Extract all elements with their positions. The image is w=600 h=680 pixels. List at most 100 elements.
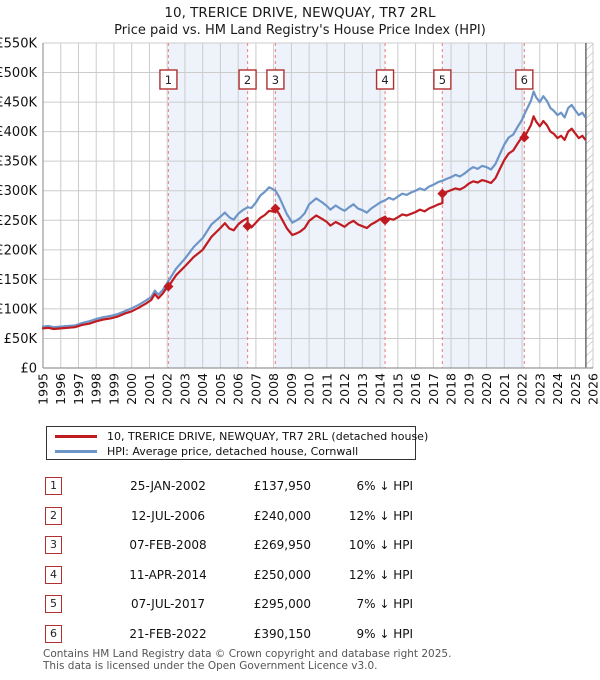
sale-number-badge: 5: [45, 595, 62, 614]
sale-date: 25-JAN-2002: [130, 479, 206, 493]
sale-marker-box: [375, 69, 395, 90]
sale-row: 6 21-FEB-2022 £390,150 9% ↓ HPI: [43, 621, 563, 651]
sale-row: 1 25-JAN-2002 £137,950 6% ↓ HPI: [43, 473, 563, 503]
legend-property-label: 10, TRERICE DRIVE, NEWQUAY, TR7 2RL (det…: [107, 430, 429, 443]
sale-marker-number: 5: [439, 73, 446, 87]
x-axis-label: 2012: [337, 373, 352, 405]
sale-number-badge: 6: [45, 624, 62, 643]
sale-price: £137,950: [253, 479, 311, 493]
x-axis-label: 2010: [302, 373, 317, 405]
sale-number-badge: 3: [45, 536, 62, 555]
x-axis-label: 2021: [497, 373, 512, 405]
property-line-swatch: [55, 435, 97, 438]
legend-hpi-label: HPI: Average price, detached house, Corn…: [107, 445, 359, 458]
x-axis-label: 2005: [213, 373, 228, 405]
price-history-chart: 1 2 3 4 5 6 £0 £50K £100K £150K £200K £250K £300K £35…: [0, 37, 600, 405]
hpi-line: [41, 90, 587, 329]
sale-marker-box: [159, 69, 178, 90]
x-axis-label: 2019: [461, 373, 476, 405]
sale-price: £269,950: [253, 538, 311, 553]
sale-marker-number: 1: [165, 73, 172, 87]
y-axis-label: £300K: [0, 184, 37, 199]
y-axis-label: £550K: [0, 37, 37, 52]
sale-price: £295,000: [253, 597, 311, 612]
sale-row: 5 07-JUL-2017 £295,000 7% ↓ HPI: [43, 591, 563, 621]
x-axis-label: 2016: [408, 373, 423, 405]
sale-marker-number: 2: [244, 73, 251, 87]
sale-marker-dot: [270, 203, 281, 214]
x-axis-label: 2008: [266, 373, 281, 405]
sale-marker-box: [266, 69, 285, 90]
sale-marker-dot: [380, 215, 391, 226]
y-axis-label: £0: [20, 362, 37, 377]
x-axis-label: 2006: [231, 373, 246, 405]
hpi-line-swatch: [55, 450, 97, 453]
sale-row: 4 11-APR-2014 £250,000 12% ↓ HPI: [43, 562, 563, 592]
ownership-band: [275, 43, 386, 368]
license-footer: Contains HM Land Registry data © Crown c…: [43, 648, 452, 672]
sale-marker-dot: [163, 281, 174, 292]
x-axis-label: 2000: [124, 373, 139, 405]
x-axis-label: 2007: [248, 373, 263, 405]
sale-marker-dot: [519, 132, 530, 143]
sale-row: 3 07-FEB-2008 £269,950 10% ↓ HPI: [43, 532, 563, 562]
y-axis-label: £200K: [0, 243, 37, 258]
x-axis-label: 2011: [319, 373, 334, 405]
y-axis-label: £500K: [0, 66, 37, 81]
sale-hpi-difference: 6% ↓ HPI: [356, 479, 413, 493]
sale-hpi-difference: 12% ↓ HPI: [348, 567, 413, 582]
sale-row: 2 12-JUL-2006 £240,000 12% ↓ HPI: [43, 503, 563, 533]
sale-marker-box: [515, 69, 534, 90]
sale-marker-number: 3: [272, 73, 279, 87]
x-axis-label: 2003: [177, 373, 192, 405]
x-axis-label: 2022: [515, 373, 530, 405]
x-axis-label: 2015: [390, 373, 405, 405]
sale-number-badge: 4: [45, 565, 62, 584]
x-axis-label: 2009: [284, 373, 299, 405]
y-axis-label: £250K: [0, 214, 37, 229]
x-axis-label: 2013: [355, 373, 370, 405]
chart-legend: 10, TRERICE DRIVE, NEWQUAY, TR7 2RL (det…: [46, 426, 428, 460]
sale-date: 12-JUL-2006: [131, 508, 205, 523]
sale-number-badge: 2: [45, 506, 62, 525]
x-axis-label: 2024: [550, 373, 565, 405]
y-axis-label: £150K: [0, 273, 37, 288]
sale-marker-box: [238, 69, 257, 90]
sale-number-badge: 1: [45, 477, 62, 495]
sale-marker-number: 4: [381, 73, 388, 87]
sale-hpi-difference: 12% ↓ HPI: [348, 508, 413, 523]
x-axis-label: 2018: [444, 373, 459, 405]
sale-date: 21-FEB-2022: [129, 626, 207, 641]
sale-marker-dot: [242, 221, 253, 232]
legend-row-hpi: HPI: Average price, detached house, Corn…: [55, 444, 415, 459]
future-hatch-band: [585, 43, 593, 368]
x-axis-label: 1995: [36, 373, 51, 405]
x-axis-label: 1998: [89, 373, 104, 405]
footer-line-1: Contains HM Land Registry data © Crown c…: [43, 648, 452, 660]
ownership-band: [442, 43, 525, 368]
sale-hpi-difference: 9% ↓ HPI: [356, 626, 413, 641]
y-axis-label: £50K: [4, 332, 38, 347]
x-axis-label: 1999: [106, 373, 121, 405]
legend-row-property: 10, TRERICE DRIVE, NEWQUAY, TR7 2RL (det…: [55, 429, 428, 444]
y-axis-label: £100K: [0, 302, 37, 317]
y-axis-label: £400K: [0, 125, 37, 140]
y-axis-label: £350K: [0, 155, 37, 170]
page-title: 10, TRERICE DRIVE, NEWQUAY, TR7 2RL: [164, 5, 436, 21]
sale-date: 07-FEB-2008: [129, 538, 207, 553]
x-axis-label: 2026: [586, 373, 600, 405]
sales-table: 1 25-JAN-2002 £137,950 6% ↓ HPI 2 12-JUL-2006…: [43, 473, 563, 651]
sale-marker-number: 6: [521, 73, 528, 87]
x-axis-label: 2025: [568, 373, 583, 405]
x-axis-label: 2004: [195, 373, 210, 405]
footer-line-2: This data is licensed under the Open Gov…: [43, 659, 378, 672]
sale-marker-dot: [437, 188, 448, 199]
sale-hpi-difference: 7% ↓ HPI: [356, 597, 413, 612]
x-axis-label: 2001: [142, 373, 157, 405]
sale-price: £390,150: [253, 626, 311, 641]
x-axis-label: 2002: [160, 373, 175, 405]
x-axis-label: 1997: [71, 373, 86, 405]
ownership-band: [168, 43, 248, 368]
sale-marker-box: [433, 69, 452, 90]
sale-price: £240,000: [253, 508, 311, 523]
